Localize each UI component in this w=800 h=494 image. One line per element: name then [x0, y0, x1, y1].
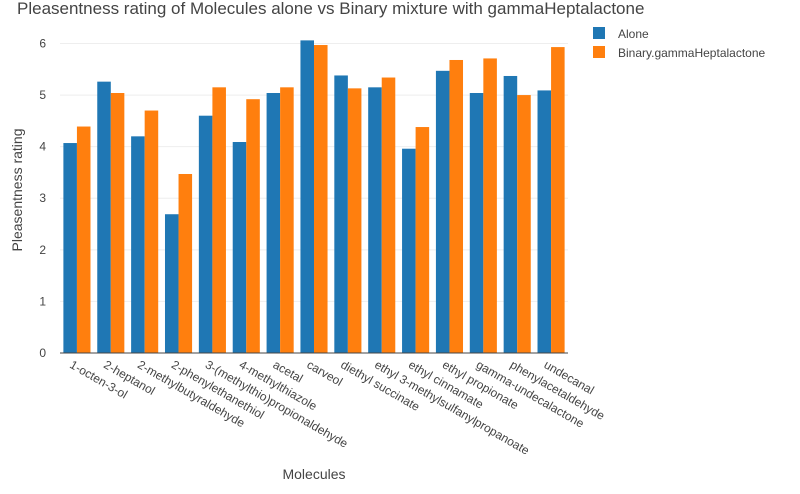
bar[interactable] [415, 127, 430, 353]
bar[interactable] [402, 148, 416, 353]
y-tick-labels: 0 1 2 3 4 5 6 [39, 36, 46, 360]
bar[interactable] [483, 58, 497, 353]
bar[interactable] [280, 87, 294, 354]
bar[interactable] [110, 93, 125, 353]
legend-label[interactable]: Alone [618, 27, 649, 41]
bar[interactable] [164, 214, 179, 353]
bar[interactable] [368, 87, 382, 354]
bar[interactable] [449, 59, 464, 353]
bar[interactable] [144, 110, 159, 354]
bar[interactable] [266, 93, 281, 353]
x-tick-label: carveol [305, 357, 346, 388]
bar[interactable] [537, 90, 552, 354]
y-axis-title: Pleasentness rating [9, 129, 25, 252]
legend-swatch[interactable] [593, 27, 605, 39]
bar[interactable] [178, 173, 193, 353]
x-axis-title: Molecules [282, 466, 345, 482]
y-tick-label: 5 [39, 88, 46, 102]
chart-title: Pleasentness rating of Molecules alone v… [17, 0, 644, 18]
bar[interactable] [314, 45, 328, 354]
y-tick-label: 1 [39, 294, 46, 308]
legend-label[interactable]: Binary.gammaHeptalactone [618, 46, 766, 60]
legend[interactable]: Alone Binary.gammaHeptalactone [593, 27, 766, 60]
x-tick-labels: 1-octen-3-ol2-heptanol2-methylbutyraldeh… [67, 357, 607, 457]
y-tick-label: 0 [39, 346, 46, 360]
bar[interactable] [212, 87, 226, 354]
bar[interactable] [63, 143, 77, 353]
bar[interactable] [469, 93, 484, 353]
bar[interactable] [198, 115, 213, 353]
bar[interactable] [517, 95, 531, 354]
bar[interactable] [551, 47, 565, 353]
bar[interactable] [300, 40, 314, 353]
y-tick-label: 6 [39, 36, 46, 50]
bar[interactable] [381, 77, 396, 354]
bar[interactable] [334, 75, 348, 353]
bar[interactable] [347, 88, 362, 353]
bar[interactable] [76, 126, 91, 354]
y-tick-label: 2 [39, 243, 46, 257]
bar[interactable] [232, 142, 247, 353]
bar[interactable] [97, 81, 111, 354]
bar[interactable] [435, 70, 450, 354]
bars [63, 40, 565, 354]
legend-swatch[interactable] [593, 46, 605, 58]
y-tick-label: 4 [39, 140, 46, 154]
bar[interactable] [503, 75, 518, 353]
bar[interactable] [131, 136, 145, 353]
y-tick-label: 3 [39, 191, 46, 205]
bar[interactable] [246, 99, 260, 353]
